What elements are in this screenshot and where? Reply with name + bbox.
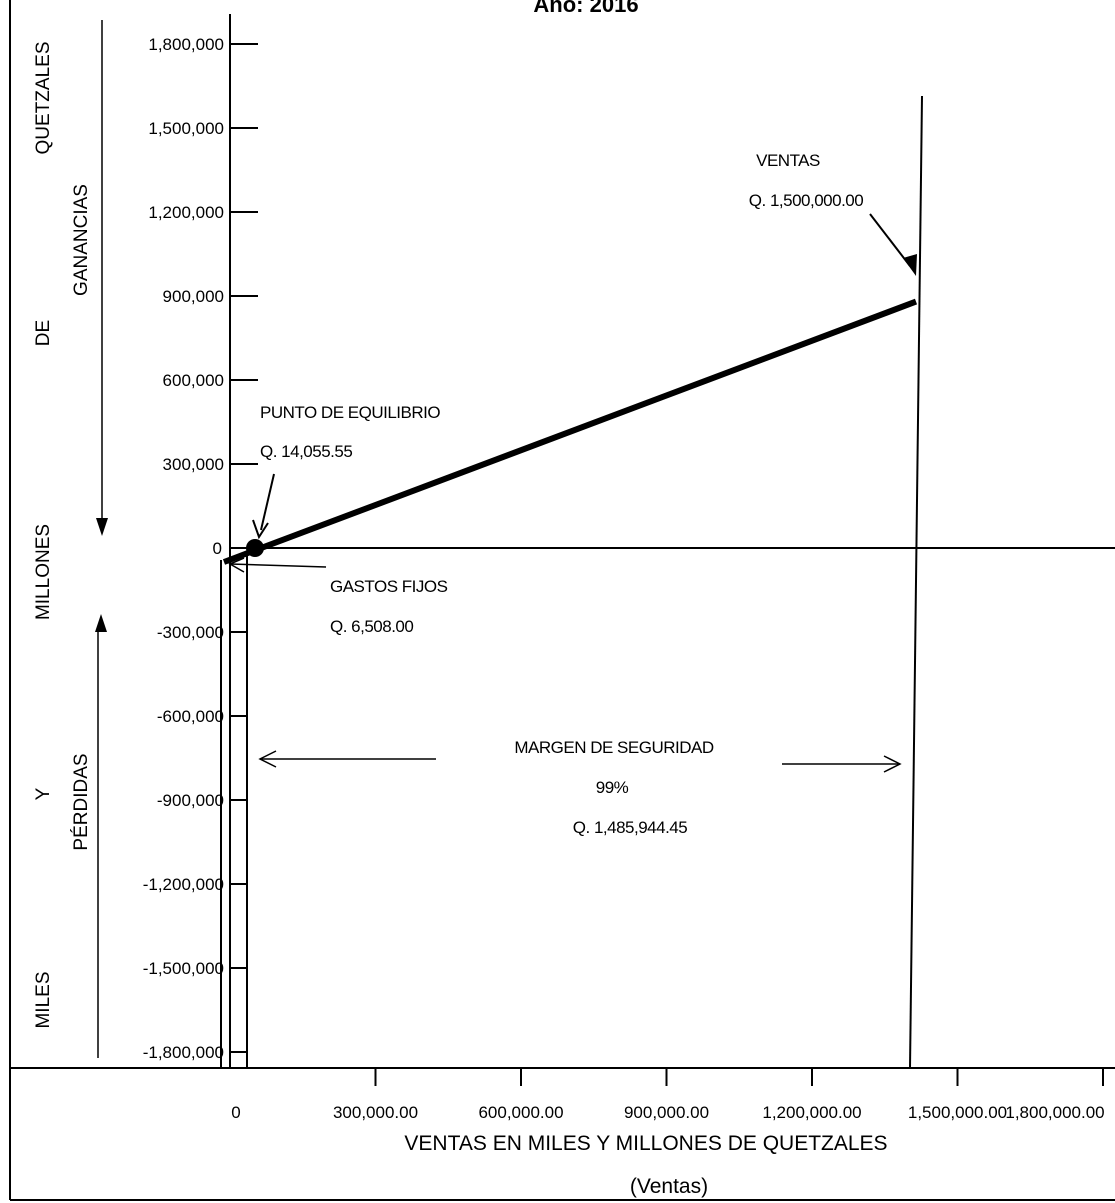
y-ticks: 1,800,000 1,500,000 1,200,000 900,000 600,00… <box>143 35 258 1062</box>
annotation-sales-title: VENTAS <box>756 151 820 170</box>
y-tick-label: -600,000 <box>157 707 224 726</box>
profit-direction-arrow <box>96 20 108 536</box>
side-label-miles: MILES <box>33 971 54 1028</box>
y-tick-label: 600,000 <box>163 371 224 390</box>
x-axis-label: VENTAS EN MILES Y MILLONES DE QUETZALES <box>404 1132 887 1155</box>
annotation-break-even-title: PUNTO DE EQUILIBRIO <box>260 403 440 422</box>
y-tick-label: -1,800,000 <box>143 1043 224 1062</box>
side-label-ganancias: GANANCIAS <box>71 184 92 296</box>
break-even-pointer-arrow <box>252 473 275 540</box>
annotation-margin-title: MARGEN DE SEGURIDAD <box>514 738 713 757</box>
margin-left-arrow <box>258 750 436 768</box>
x-ticks: 0 300,000.00 600,000.00 900,000.00 1,200,000… <box>231 1068 1105 1122</box>
y-tick-label: 1,200,000 <box>148 203 224 222</box>
break-even-point <box>246 539 264 557</box>
x-tick-label: 1,800,000.00 <box>1005 1103 1104 1122</box>
x-axis-sublabel: (Ventas) <box>630 1175 708 1198</box>
y-tick-label: 1,800,000 <box>148 35 224 54</box>
y-tick-label: 1,500,000 <box>148 119 224 138</box>
chart-title: Año: 2016 <box>533 0 638 17</box>
x-tick-label: 300,000.00 <box>333 1103 418 1122</box>
annotation-break-even-value: Q. 14,055.55 <box>260 442 352 461</box>
y-tick-label: -900,000 <box>157 791 224 810</box>
sales-profit-line <box>222 298 918 565</box>
sales-pointer-arrow <box>869 213 917 276</box>
side-label-de: DE <box>33 320 54 346</box>
y-tick-label: 0 <box>213 539 222 558</box>
frame <box>9 0 1115 1201</box>
loss-direction-arrow <box>95 614 107 1058</box>
y-tick-label: -300,000 <box>157 623 224 642</box>
annotation-fixed-costs-value: Q. 6,508.00 <box>330 617 413 636</box>
x-tick-label: 1,200,000.00 <box>762 1103 861 1122</box>
sales-vertical-line <box>909 95 923 1069</box>
x-tick-label: 1,500,000.00 <box>908 1103 1007 1122</box>
annotation-fixed-costs-title: GASTOS FIJOS <box>330 577 448 596</box>
side-label-perdidas: PÉRDIDAS <box>71 753 92 850</box>
fixed-costs-pointer-arrow <box>228 557 327 573</box>
side-label-y: Y <box>33 787 54 800</box>
x-tick-label: 900,000.00 <box>624 1103 709 1122</box>
annotation-margin-value: Q. 1,485,944.45 <box>573 818 687 837</box>
annotation-sales-value: Q. 1,500,000.00 <box>749 191 863 210</box>
y-tick-label: -1,200,000 <box>143 875 224 894</box>
side-label-quetzales: QUETZALES <box>33 42 54 155</box>
side-label-millones: MILLONES <box>33 524 54 620</box>
y-tick-label: 900,000 <box>163 287 224 306</box>
margin-right-arrow <box>782 755 902 773</box>
x-tick-label: 0 <box>231 1103 240 1122</box>
y-tick-label: -1,500,000 <box>143 959 224 978</box>
x-tick-label: 600,000.00 <box>478 1103 563 1122</box>
annotation-margin-percent: 99% <box>596 778 629 797</box>
y-tick-label: 300,000 <box>163 455 224 474</box>
